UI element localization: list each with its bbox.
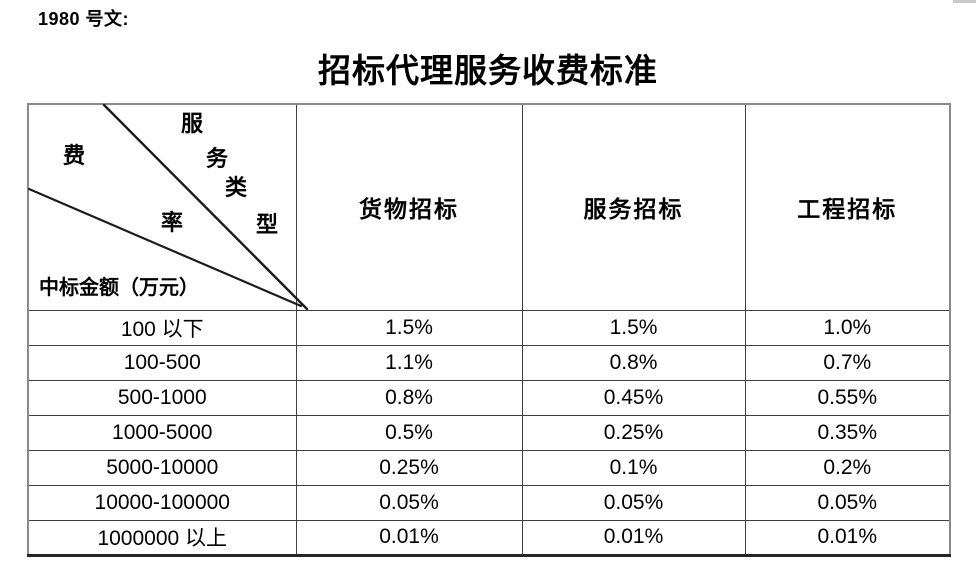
row-label: 10000-100000	[27, 484, 297, 521]
corner-cell-content: 费 率 服 务 类 型 中标金额（万元）	[27, 103, 309, 311]
value-cell: 1.1%	[295, 344, 523, 381]
corner-type-char-2: 务	[206, 146, 229, 171]
fee-standard-table: 费 率 服 务 类 型 中标金额（万元） 货物招标 服务招标 工程招标 100 …	[27, 103, 951, 557]
value-cell: 0.01%	[521, 519, 746, 556]
value-cell: 0.35%	[744, 414, 951, 451]
column-header-engineering: 工程招标	[744, 103, 951, 311]
corner-type-char-4: 型	[256, 212, 279, 237]
doc-number-label: 1980 号文:	[38, 9, 130, 29]
corner-type-char-3: 类	[225, 175, 248, 200]
row-label: 100 以下	[27, 309, 297, 346]
value-cell: 0.8%	[521, 344, 746, 381]
value-cell: 0.05%	[295, 484, 523, 521]
column-header-goods: 货物招标	[295, 103, 523, 311]
value-cell: 0.05%	[521, 484, 746, 521]
value-cell: 0.25%	[295, 449, 523, 486]
table-row: 1000-5000 0.5% 0.25% 0.35%	[27, 414, 951, 451]
column-header-services: 服务招标	[521, 103, 746, 311]
value-cell: 0.1%	[521, 449, 746, 486]
diagonal-divider-lines	[27, 103, 309, 311]
row-label: 500-1000	[27, 379, 297, 416]
value-cell: 0.2%	[744, 449, 951, 486]
value-cell: 1.5%	[295, 309, 523, 346]
row-label: 100-500	[27, 344, 297, 381]
value-cell: 0.05%	[744, 484, 951, 521]
row-label: 1000-5000	[27, 414, 297, 451]
corner-amount-label: 中标金额（万元）	[39, 277, 199, 299]
value-cell: 0.45%	[521, 379, 746, 416]
row-label: 1000000 以上	[27, 519, 297, 556]
header-row: 费 率 服 务 类 型 中标金额（万元） 货物招标 服务招标 工程招标	[27, 103, 951, 311]
table-row: 100-500 1.1% 0.8% 0.7%	[27, 344, 951, 381]
value-cell: 1.5%	[521, 309, 746, 346]
value-cell: 1.0%	[744, 309, 951, 346]
table-corner-cell: 费 率 服 务 类 型 中标金额（万元）	[27, 103, 309, 311]
table-row: 10000-100000 0.05% 0.05% 0.05%	[27, 484, 951, 521]
row-label: 5000-10000	[27, 449, 297, 486]
corner-type-char-1: 服	[181, 111, 204, 136]
table-row: 500-1000 0.8% 0.45% 0.55%	[27, 379, 951, 416]
table-row: 100 以下 1.5% 1.5% 1.0%	[27, 309, 951, 346]
page-title: 招标代理服务收费标准	[318, 54, 658, 90]
value-cell: 0.5%	[295, 414, 523, 451]
value-cell: 0.7%	[744, 344, 951, 381]
value-cell: 0.8%	[295, 379, 523, 416]
value-cell: 0.01%	[295, 519, 523, 556]
table-row: 5000-10000 0.25% 0.1% 0.2%	[27, 449, 951, 486]
value-cell: 0.25%	[521, 414, 746, 451]
corner-fee-char-2: 率	[161, 210, 184, 235]
corner-fee-char-1: 费	[63, 143, 86, 168]
table-row: 1000000 以上 0.01% 0.01% 0.01%	[27, 519, 951, 556]
value-cell: 0.01%	[744, 519, 951, 556]
value-cell: 0.55%	[744, 379, 951, 416]
screen-edge-artifact	[953, 0, 976, 3]
